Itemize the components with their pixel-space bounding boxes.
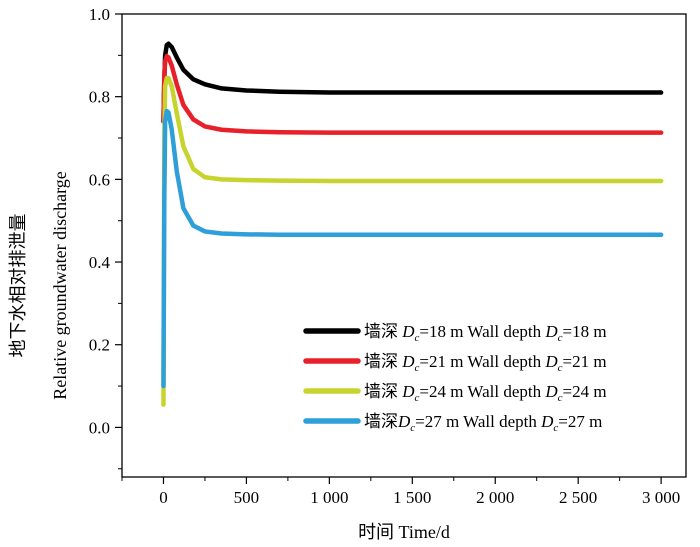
legend: 墙深 Dc=18 m Wall depth Dc=18 m 墙深 Dc=21 m … bbox=[303, 322, 607, 434]
x-tick-label: 2 500 bbox=[559, 488, 597, 507]
x-tick-label: 2 000 bbox=[476, 488, 514, 507]
y-tick-label: 0.8 bbox=[89, 88, 110, 107]
y-axis-label-english: Relative groundwater discharge bbox=[50, 171, 70, 400]
x-tick-label: 0 bbox=[159, 488, 168, 507]
x-tick-label: 1 500 bbox=[393, 488, 431, 507]
y-tick-label: 0.6 bbox=[89, 170, 110, 189]
series-line-1 bbox=[161, 41, 664, 124]
y-tick-label: 0.4 bbox=[89, 253, 111, 272]
x-axis-label: 时间 Time/d bbox=[358, 522, 450, 542]
series-line-3 bbox=[161, 75, 664, 407]
y-tick-label: 0.0 bbox=[89, 418, 110, 437]
legend-label-2: 墙深 Dc=21 m Wall depth Dc=21 m bbox=[364, 352, 607, 374]
y-axis: 0.0 0.2 0.4 0.6 0.8 1.0 bbox=[89, 5, 122, 470]
x-tick-label: 500 bbox=[234, 488, 260, 507]
legend-label-1: 墙深 Dc=18 m Wall depth Dc=18 m bbox=[364, 322, 607, 344]
plot-frame bbox=[121, 13, 687, 478]
series-line-2 bbox=[161, 53, 664, 135]
legend-label-4: 墙深Dc=27 m Wall depth Dc=27 m bbox=[364, 412, 602, 434]
x-tick-label: 1 000 bbox=[310, 488, 348, 507]
series-lines bbox=[161, 41, 664, 407]
x-tick-label: 3 000 bbox=[642, 488, 680, 507]
series-line-4 bbox=[161, 108, 664, 389]
y-tick-label: 0.2 bbox=[89, 336, 110, 355]
y-axis-label-chinese: 地下水相对排泄量 bbox=[8, 214, 28, 358]
y-axis-label: 地下水相对排泄量 Relative groundwater discharge bbox=[8, 171, 70, 400]
x-axis: 0 500 1 000 1 500 2 000 2 500 3 000 bbox=[121, 477, 680, 507]
y-tick-label: 1.0 bbox=[89, 5, 110, 24]
legend-label-3: 墙深 Dc=24 m Wall depth Dc=24 m bbox=[364, 382, 607, 404]
